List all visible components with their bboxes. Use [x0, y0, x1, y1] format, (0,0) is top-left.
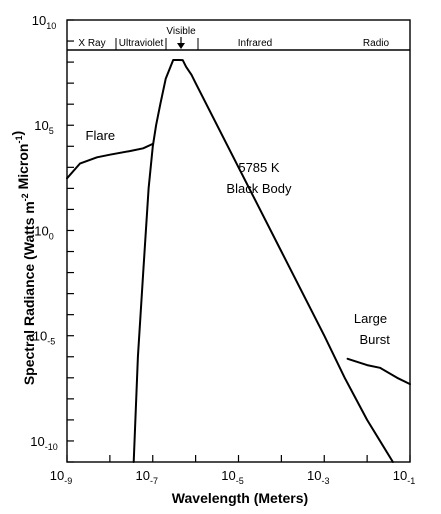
series-large-burst [346, 357, 411, 386]
y-tick-label: 105 [34, 118, 53, 136]
band-label-ultraviolet: Ultraviolet [119, 38, 164, 49]
x-tick-label: 10-5 [221, 468, 243, 486]
y-tick-label: 1010 [32, 13, 56, 31]
band-label-x-ray: X Ray [78, 38, 105, 49]
y-tick-label: 100 [34, 223, 53, 241]
y-tick-label: 10-10 [30, 434, 57, 452]
plot-area [66, 19, 411, 463]
annotation-flare: Flare [86, 128, 116, 143]
series-5785-k-black-body [132, 59, 394, 463]
annotation-black-body: Black Body [226, 181, 292, 196]
annotations: Flare 5785 K Black Body Large Burst [86, 128, 391, 347]
plot-frame [66, 19, 411, 463]
x-tick-label: 10-1 [393, 468, 415, 486]
series-curves [66, 59, 411, 463]
visible-arrow-head [177, 43, 185, 49]
band-label-infrared: Infrared [238, 38, 272, 49]
y-axis-label: Spectral Radiance (Watts m-2 Micron-1) [9, 131, 37, 385]
series-flare [66, 142, 154, 180]
annotation-burst: Burst [360, 332, 391, 347]
y-tick-label: 10-5 [33, 329, 55, 347]
annotation-5785-k: 5785 K [238, 160, 280, 175]
band-label-visible: Visible [166, 26, 196, 37]
annotation-large: Large [354, 311, 387, 326]
x-tick-label: 10-3 [307, 468, 329, 486]
band-label-radio: Radio [363, 38, 390, 49]
axis-ticks: 10-9 10-7 10-5 10-3 10-1 1010 105 100 10-5 10-10 [30, 13, 415, 486]
x-axis-label: Wavelength (Meters) [172, 490, 308, 506]
x-tick-label: 10-7 [136, 468, 158, 486]
x-tick-label: 10-9 [50, 468, 72, 486]
